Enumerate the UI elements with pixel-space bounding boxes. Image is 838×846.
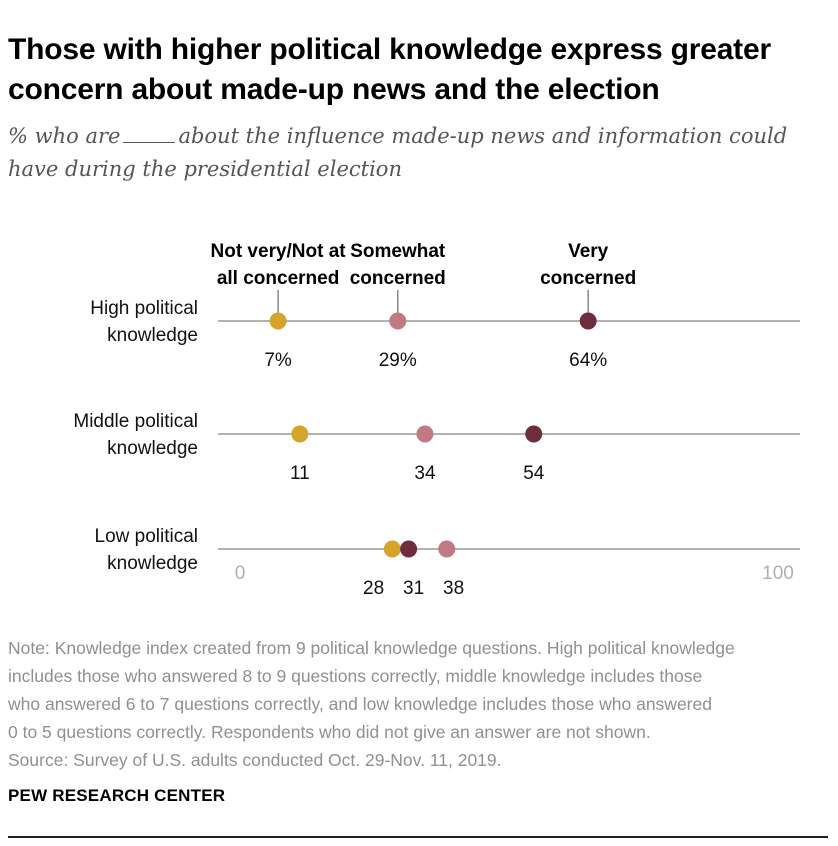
- dot-very-row-0: [579, 312, 597, 330]
- legend-label-very-line2: concerned: [540, 268, 636, 289]
- legend-label-somewhat-line2: concerned: [350, 268, 446, 289]
- subtitle-line-2: have during the presidential election: [8, 157, 402, 181]
- value-label-very-row-0: 64%: [569, 350, 607, 371]
- legend-label-very: Very: [568, 241, 609, 262]
- note-line-3: who answered 6 to 7 questions correctly,…: [8, 694, 712, 714]
- value-label-somewhat-row-1: 34: [414, 463, 436, 484]
- source-line: Source: Survey of U.S. adults conducted …: [8, 750, 502, 770]
- dot-very-row-1: [525, 425, 543, 443]
- row-label-1-line2: knowledge: [107, 438, 198, 459]
- title-line-2: concern about made-up news and the elect…: [8, 73, 660, 106]
- value-label-somewhat-row-2: 38: [443, 578, 464, 599]
- dot-chart: Not very/Not at all concerned Somewhat conc…: [73, 241, 800, 599]
- value-label-not-row-0: 7%: [264, 350, 292, 371]
- dot-somewhat-row-1: [416, 425, 434, 443]
- dot-not-row-2: [383, 540, 401, 558]
- title-line-1: Those with higher political knowledge ex…: [8, 33, 771, 66]
- row-label-0: High political: [90, 298, 198, 319]
- value-label-very-row-2: 31: [403, 578, 424, 599]
- legend-label-somewhat: Somewhat: [350, 241, 446, 262]
- subtitle-prefix: % who are: [8, 124, 121, 148]
- legend-label-not: Not very/Not at: [211, 241, 347, 262]
- legend-label-not-line2: all concerned: [217, 268, 340, 289]
- dot-very-row-2: [400, 540, 418, 558]
- note-line-4: 0 to 5 questions correctly. Respondents …: [8, 722, 651, 742]
- bottom-rule: [8, 836, 828, 838]
- value-label-not-row-2: 28: [363, 578, 384, 599]
- row-label-1: Middle political: [73, 411, 198, 432]
- chart-title: Those with higher political knowledge ex…: [8, 30, 828, 110]
- row-label-2-line2: knowledge: [107, 553, 198, 574]
- dot-not-row-0: [269, 312, 287, 330]
- note-line-1: Note: Knowledge index created from 9 pol…: [8, 638, 735, 658]
- subtitle-suffix: about the influence made-up news and inf…: [178, 124, 788, 148]
- subtitle-blank: [123, 141, 176, 143]
- chart-note: Note: Knowledge index created from 9 pol…: [8, 634, 836, 774]
- dot-not-row-1: [291, 425, 309, 443]
- value-label-not-row-1: 11: [290, 463, 310, 484]
- dot-somewhat-row-0: [389, 312, 407, 330]
- row-label-2: Low political: [95, 526, 199, 547]
- dot-somewhat-row-2: [438, 540, 456, 558]
- pew-logo-text: PEW RESEARCH CENTER: [8, 786, 226, 805]
- x-tick-label-100: 100: [762, 563, 794, 584]
- x-tick-label-0: 0: [235, 563, 246, 584]
- note-line-2: includes those who answered 8 to 9 quest…: [8, 666, 703, 686]
- value-label-somewhat-row-0: 29%: [379, 350, 417, 371]
- row-label-0-line2: knowledge: [107, 325, 198, 346]
- value-label-very-row-1: 54: [523, 463, 545, 484]
- chart-subtitle: % who are about the influence made-up new…: [8, 120, 828, 186]
